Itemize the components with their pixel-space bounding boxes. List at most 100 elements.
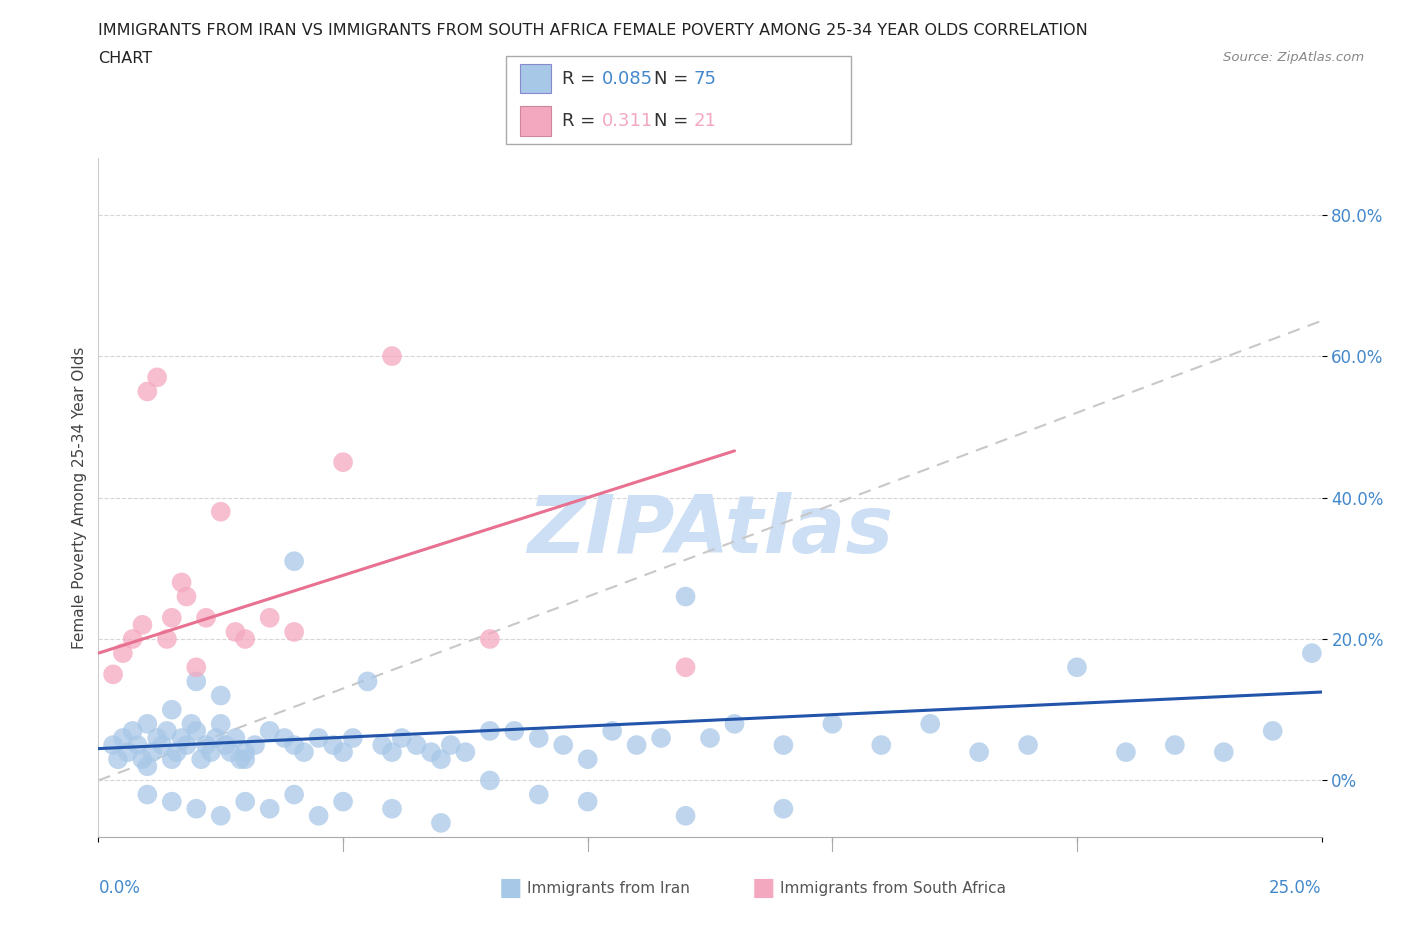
Point — [224, 731, 246, 746]
Point — [920, 716, 942, 731]
Point — [121, 724, 143, 738]
Point — [405, 737, 427, 752]
Point — [259, 802, 281, 817]
Point — [160, 794, 183, 809]
Point — [821, 716, 844, 731]
Point — [478, 773, 501, 788]
Point — [675, 808, 697, 823]
Point — [156, 631, 179, 646]
Point — [259, 724, 281, 738]
Text: R =: R = — [562, 112, 607, 130]
Point — [160, 610, 183, 625]
Point — [283, 553, 305, 568]
Point — [1115, 745, 1137, 760]
Point — [356, 674, 378, 689]
Point — [101, 737, 124, 752]
Point — [259, 610, 281, 625]
Point — [205, 731, 228, 746]
Point — [160, 702, 183, 717]
Point — [430, 751, 453, 766]
Point — [283, 737, 305, 752]
Point — [111, 645, 134, 660]
Point — [176, 737, 198, 752]
Point — [233, 751, 256, 766]
Point — [209, 808, 232, 823]
Point — [190, 751, 212, 766]
Point — [553, 737, 575, 752]
Point — [283, 624, 305, 639]
Point — [131, 751, 153, 766]
Point — [233, 745, 256, 760]
Point — [111, 731, 134, 746]
Point — [233, 631, 256, 646]
Point — [772, 802, 794, 817]
Point — [136, 384, 159, 399]
Point — [381, 802, 404, 817]
Point — [209, 716, 232, 731]
Point — [136, 716, 159, 731]
Point — [332, 455, 354, 470]
Point — [160, 751, 183, 766]
Point — [478, 724, 501, 738]
Text: Source: ZipAtlas.com: Source: ZipAtlas.com — [1223, 51, 1364, 64]
Point — [136, 759, 159, 774]
Point — [107, 751, 129, 766]
Text: Immigrants from South Africa: Immigrants from South Africa — [780, 881, 1007, 896]
Text: 25.0%: 25.0% — [1270, 880, 1322, 897]
Point — [141, 745, 163, 760]
Point — [283, 787, 305, 802]
Point — [121, 631, 143, 646]
Text: Immigrants from Iran: Immigrants from Iran — [527, 881, 690, 896]
Point — [117, 745, 139, 760]
Point — [219, 745, 242, 760]
Point — [332, 745, 354, 760]
Text: N =: N = — [654, 112, 693, 130]
Point — [1212, 745, 1234, 760]
Y-axis label: Female Poverty Among 25-34 Year Olds: Female Poverty Among 25-34 Year Olds — [72, 346, 87, 649]
Point — [381, 745, 404, 760]
Point — [675, 589, 697, 604]
Text: CHART: CHART — [98, 51, 152, 66]
Point — [332, 794, 354, 809]
Point — [209, 688, 232, 703]
Point — [322, 737, 344, 752]
Point — [131, 618, 153, 632]
Point — [166, 745, 188, 760]
Text: 75: 75 — [693, 70, 716, 87]
Point — [224, 624, 246, 639]
Point — [214, 737, 236, 752]
Point — [675, 660, 697, 675]
Point — [600, 724, 623, 738]
Text: 0.311: 0.311 — [602, 112, 652, 130]
Point — [870, 737, 893, 752]
Point — [176, 589, 198, 604]
Point — [576, 794, 599, 809]
Point — [1301, 645, 1323, 660]
Point — [1066, 660, 1088, 675]
Point — [186, 802, 208, 817]
Point — [772, 737, 794, 752]
Point — [156, 724, 179, 738]
Point — [180, 716, 202, 731]
Point — [967, 745, 990, 760]
Point — [233, 794, 256, 809]
Point — [430, 816, 453, 830]
Point — [308, 808, 330, 823]
Point — [243, 737, 266, 752]
Point — [127, 737, 149, 752]
Point — [273, 731, 295, 746]
Point — [170, 731, 193, 746]
Point — [576, 751, 599, 766]
Point — [503, 724, 526, 738]
Text: 21: 21 — [693, 112, 716, 130]
Point — [626, 737, 648, 752]
Point — [478, 631, 501, 646]
Text: 0.085: 0.085 — [602, 70, 652, 87]
Point — [650, 731, 672, 746]
Point — [371, 737, 394, 752]
Point — [292, 745, 315, 760]
Point — [454, 745, 477, 760]
Point — [381, 349, 404, 364]
Point — [195, 610, 218, 625]
Point — [440, 737, 463, 752]
